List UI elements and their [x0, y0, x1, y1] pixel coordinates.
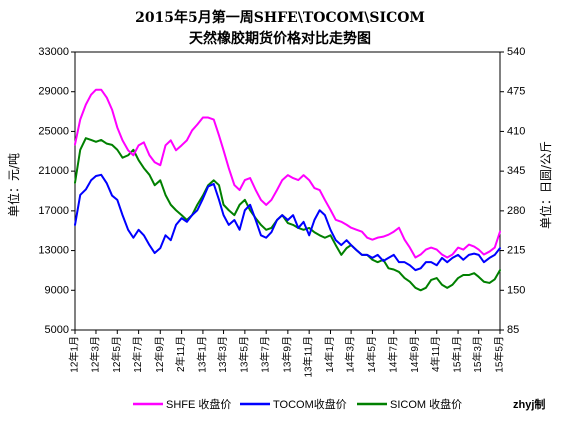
- x-tick-label: 14年9月: [408, 336, 421, 373]
- y-tick-label-right: 215: [507, 245, 525, 257]
- y-tick-label-right: 475: [507, 86, 525, 98]
- y-tick-label-left: 9000: [45, 284, 69, 296]
- series-line-tocom: [74, 173, 501, 272]
- credit-label: zhyj制: [513, 397, 545, 411]
- x-tick-label: 12年1月: [68, 336, 81, 373]
- x-tick-label: 13年1月: [195, 336, 208, 373]
- y-tick-label-right: 540: [507, 46, 525, 58]
- x-tick-label: 12年5月: [110, 336, 123, 373]
- y-axis-title-left: 单位：元/吨: [6, 153, 21, 217]
- y-tick-label-left: 17000: [38, 205, 69, 217]
- x-axis: 12年1月 12年3月 12年5月 12年7月 12年9月 2年11月 13年1月 13年3月…: [68, 330, 506, 378]
- y-tick-label-right: 410: [507, 125, 525, 137]
- x-tick-label: 15年1月: [451, 336, 464, 373]
- x-tick-label: 14年3月: [344, 336, 357, 373]
- y-tick-label-left: 29000: [38, 86, 69, 98]
- plot-area: [74, 51, 501, 331]
- chart-title: 2015年5月第一周SHFE\TOCOM\SICOM: [135, 9, 425, 26]
- legend-item-shfe: SHFE 收盘价: [133, 397, 231, 411]
- x-tick-label: 13年5月: [237, 336, 250, 373]
- y-tick-label-left: 13000: [38, 245, 69, 257]
- y-tick-label-right: 150: [507, 284, 525, 296]
- x-tick-label: 12年3月: [88, 336, 101, 373]
- x-tick-label: 12年9月: [153, 336, 166, 373]
- legend-item-sicom: SICOM 收盘价: [357, 397, 462, 411]
- legend: SHFE 收盘价 TOCOM收盘价 SICOM 收盘价: [133, 397, 462, 411]
- y-tick-label-right: 280: [507, 205, 525, 217]
- legend-item-tocom: TOCOM收盘价: [240, 397, 347, 411]
- x-tick-label: 14年7月: [386, 336, 399, 373]
- y-tick-label-left: 21000: [38, 165, 69, 177]
- legend-label-shfe: SHFE 收盘价: [166, 397, 231, 411]
- x-tick-label: 13年7月: [259, 336, 272, 373]
- y-tick-label-left: 25000: [38, 125, 69, 137]
- y-axis-title-right: 单位：日圆/公斤: [538, 141, 553, 229]
- legend-label-tocom: TOCOM收盘价: [273, 397, 347, 411]
- y-tick-label-right: 345: [507, 165, 525, 177]
- x-tick-label: 13年9月: [280, 336, 293, 373]
- series-line-shfe: [74, 88, 501, 259]
- series-line-sicom: [74, 137, 501, 292]
- chart-subtitle: 天然橡胶期货价格对比走势图: [189, 30, 371, 47]
- x-tick-label: 2年11月: [174, 336, 187, 372]
- right-y-axis: 85 150 215 280 345 410 475 540: [500, 46, 525, 336]
- x-tick-label: 13年11月: [302, 336, 315, 378]
- left-y-axis: 5000 9000 13000 17000 21000 25000 29000 33000: [38, 46, 75, 336]
- x-tick-label: 14年1月: [323, 336, 336, 373]
- series-lines: [74, 88, 501, 292]
- y-tick-label-left: 33000: [38, 46, 69, 58]
- legend-label-sicom: SICOM 收盘价: [390, 397, 462, 411]
- x-tick-label: 15年3月: [471, 336, 484, 373]
- x-tick-label: 4年11月: [429, 336, 442, 372]
- x-tick-label: 12年7月: [131, 336, 144, 373]
- x-tick-label: 14年5月: [365, 336, 378, 373]
- y-tick-label-right: 85: [507, 324, 519, 336]
- y-tick-label-left: 5000: [45, 324, 69, 336]
- x-tick-label: 15年5月: [493, 336, 506, 373]
- x-tick-label: 13年3月: [216, 336, 229, 373]
